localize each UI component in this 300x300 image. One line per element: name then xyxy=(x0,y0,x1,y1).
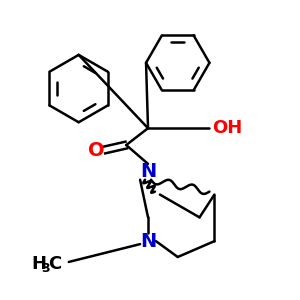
Text: N: N xyxy=(140,232,156,250)
Text: H: H xyxy=(31,255,46,273)
Text: N: N xyxy=(140,162,156,181)
Text: OH: OH xyxy=(212,119,243,137)
Text: C: C xyxy=(48,255,61,273)
Text: 3: 3 xyxy=(41,262,50,275)
Text: O: O xyxy=(88,140,105,160)
